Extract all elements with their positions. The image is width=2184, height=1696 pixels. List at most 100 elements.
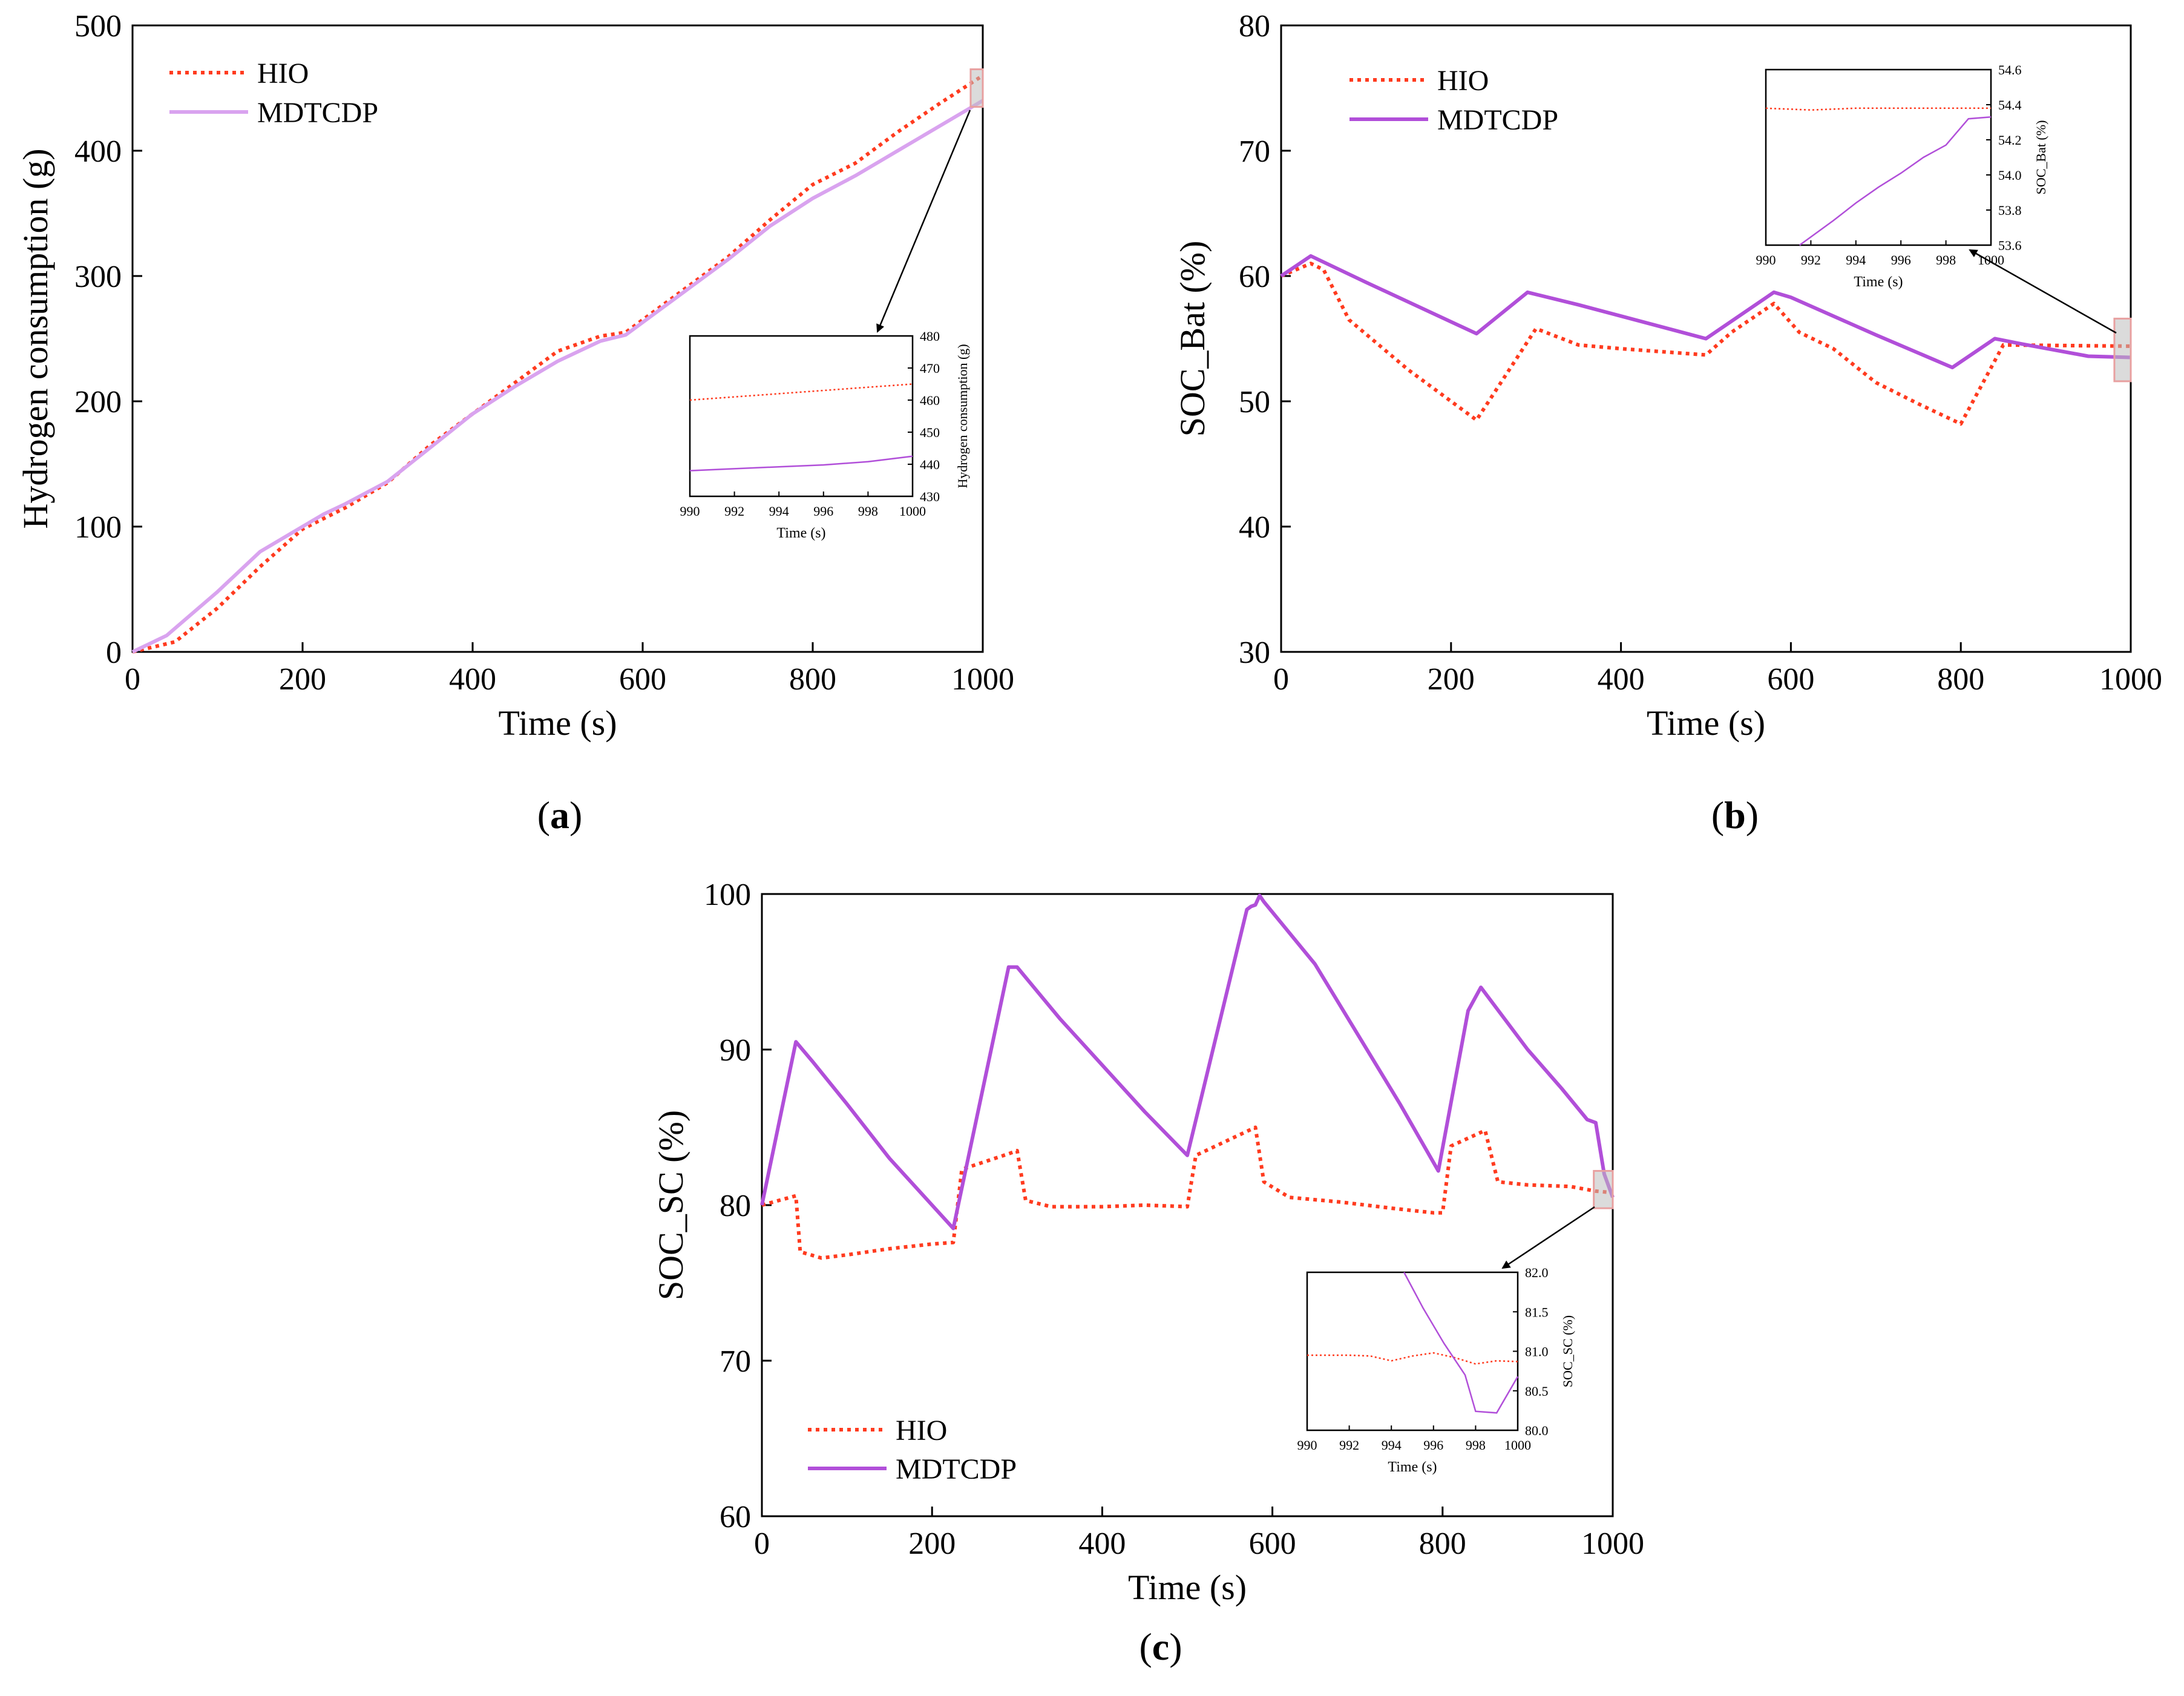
x-tick-label: 800 [1419,1527,1466,1561]
inset-series-line-mdtcdp [1403,1272,1519,1414]
inset-y-tick-label: 440 [920,457,940,472]
series-line-hio [1280,261,2131,426]
x-tick-label: 600 [619,662,666,697]
y-axis-label: Hydrogen consumption (g) [16,148,55,528]
panel-letter: c [1152,1625,1169,1668]
series-line-hio [761,1125,1613,1260]
inset-x-tick-label: 990 [1756,252,1776,268]
inset-series-line-mdtcdp [689,455,913,472]
axis-ticks: 0 200 400 600 800 1000 0 100 200 300 400 500 [74,9,1014,697]
x-tick-label: 200 [1428,662,1475,697]
inset-y-axis-label: SOC_Bat (%) [2033,120,2048,195]
y-tick-label: 60 [720,1500,751,1534]
y-tick-label: 80 [720,1189,751,1223]
series-line-mdtcdp [760,893,1615,1231]
series-group [131,74,984,654]
inset-x-tick-label: 990 [1297,1438,1317,1453]
x-tick-label: 600 [1767,662,1814,697]
inset-y-tick-label: 80.5 [1525,1384,1549,1399]
inset-y-tick-label: 53.8 [1998,203,2022,218]
inset-x-tick-label: 998 [858,504,878,519]
series-group [760,893,1615,1260]
zoom-box [1593,1169,1614,1209]
series-line-mdtcdp [1280,254,2131,370]
x-tick-label: 400 [449,662,496,697]
x-tick-label: 400 [1598,662,1645,697]
x-tick-label: 0 [754,1527,770,1561]
legend: HIO MDTCDP [1349,65,1558,136]
y-tick-label: 70 [720,1344,751,1379]
y-tick-label: 0 [106,636,122,670]
inset-series-line-hio [689,383,913,401]
inset-x-axis-label: Time (s) [1854,274,1903,290]
inset-y-tick-label: 80.0 [1525,1423,1549,1438]
series-line-hio [132,74,984,654]
zoom-arrow [1969,249,2117,334]
y-tick-label: 60 [1239,260,1270,294]
panel-caption: (c) [1139,1625,1182,1668]
x-tick-label: 1000 [951,662,1014,697]
zoom-box [2113,317,2132,383]
y-tick-label: 100 [704,878,751,912]
inset-x-tick-label: 990 [680,504,700,519]
inset-series-group [689,383,913,472]
x-axis-label: Time (s) [1128,1568,1247,1607]
x-axis-label: Time (s) [498,703,617,743]
x-tick-label: 600 [1249,1527,1296,1561]
inset-x-axis-label: Time (s) [1388,1459,1437,1475]
panel-caption: (a) [537,794,583,836]
inset-x-tick-label: 994 [1382,1438,1402,1453]
panel-caption: (b) [1711,794,1759,836]
inset-x-tick-label: 992 [1801,252,1821,268]
y-tick-label: 70 [1239,134,1270,169]
inset-y-tick-label: 54.6 [1998,62,2022,77]
y-tick-label: 80 [1239,9,1270,44]
inset-x-tick-label: 992 [724,504,744,519]
legend: HIO MDTCDP [808,1415,1017,1485]
y-tick-label: 90 [720,1033,751,1068]
inset-y-tick-label: 81.5 [1525,1304,1549,1320]
legend-hio-label: HIO [1437,65,1489,97]
inset-series-group [1307,1272,1519,1414]
inset-y-axis-label: SOC_SC (%) [1560,1315,1575,1387]
inset-plot: 990 992 994 996 998 100080.080.581.081.582.0 … [1297,1265,1576,1475]
y-tick-label: 40 [1239,510,1270,545]
legend: HIO MDTCDP [169,58,378,129]
x-tick-label: 0 [1273,662,1289,697]
inset-x-tick-label: 1000 [1978,252,2004,268]
x-tick-label: 200 [908,1527,956,1561]
y-tick-label: 50 [1239,385,1270,419]
axis-ticks: 0 200 400 600 800 1000 30 40 50 60 70 80 [1239,9,2162,697]
x-tick-label: 800 [789,662,836,697]
y-axis-label: SOC_Bat (%) [1173,241,1212,437]
inset-y-tick-label: 450 [920,425,940,440]
inset-x-tick-label: 994 [1846,252,1866,268]
inset-y-tick-label: 54.4 [1998,97,2022,113]
panel-letter: a [550,794,569,836]
x-tick-label: 800 [1937,662,1984,697]
x-axis-label: Time (s) [1647,703,1765,743]
inset-y-tick-label: 82.0 [1525,1265,1549,1280]
inset-series-group [1765,107,1992,246]
y-tick-label: 300 [74,260,122,294]
plot-frame [131,24,984,653]
inset-y-tick-label: 460 [920,393,940,408]
inset-y-tick-label: 480 [920,329,940,344]
legend-hio-label: HIO [896,1415,947,1447]
inset-y-tick-label: 54.0 [1998,168,2022,183]
panel-letter: b [1724,794,1746,836]
y-tick-label: 100 [74,510,122,545]
inset-x-tick-label: 996 [1891,252,1911,268]
legend-hio-label: HIO [257,58,309,90]
x-tick-label: 1000 [1581,1527,1644,1561]
inset-series-line-hio [1765,107,1991,111]
inset-x-tick-label: 992 [1339,1438,1359,1453]
inset-x-tick-label: 996 [1423,1438,1443,1453]
x-tick-label: 400 [1078,1527,1126,1561]
inset-frame [1306,1271,1519,1431]
